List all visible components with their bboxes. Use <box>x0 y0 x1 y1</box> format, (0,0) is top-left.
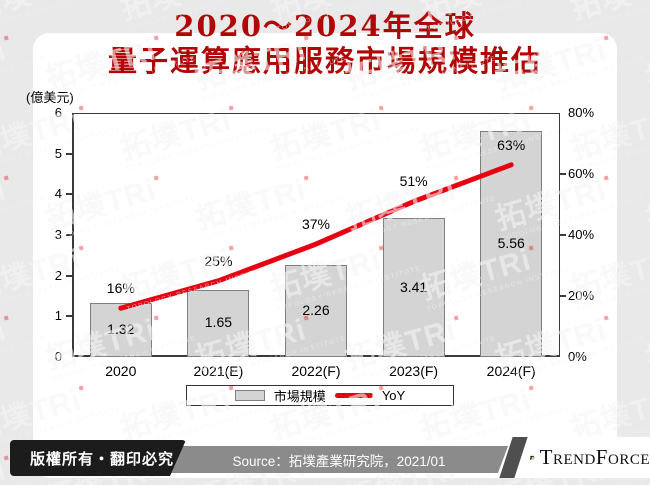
left-axis-tick-label: 3 <box>54 227 62 242</box>
yoy-value-label: 37% <box>301 216 331 233</box>
bar-value-label: 3.41 <box>399 278 428 295</box>
legend: 市場規模 YoY <box>186 385 454 406</box>
legend-line-label: YoY <box>381 388 406 403</box>
x-axis-label-2020: 2020 <box>105 363 137 379</box>
legend-bar-label: 市場規模 <box>273 389 326 404</box>
yoy-value-label: 25% <box>204 252 233 269</box>
x-axis-label-2022(F): 2022(F) <box>291 363 341 379</box>
left-axis-tick <box>66 152 72 155</box>
bar-value-label: 1.32 <box>107 321 135 338</box>
left-axis-tick <box>66 234 72 236</box>
x-axis-label-2021(E): 2021(E) <box>193 363 244 379</box>
yoy-value-label: 51% <box>399 173 428 190</box>
right-axis-tick-label: 40% <box>568 227 595 242</box>
right-axis-tick-label: 0% <box>568 349 587 364</box>
right-axis-tick-label: 60% <box>568 166 595 181</box>
yoy-value-label: 63% <box>497 136 526 153</box>
legend-line-swatch <box>334 393 373 398</box>
left-axis-tick-label: 5 <box>54 145 62 161</box>
legend-bar-swatch <box>234 390 265 401</box>
x-axis-label-2024(F): 2024(F) <box>486 363 536 379</box>
bar-value-label: 1.65 <box>204 314 233 331</box>
left-axis-tick-label: 4 <box>54 186 62 202</box>
yoy-value-label: 16% <box>106 280 135 297</box>
right-axis-tick-label: 20% <box>568 288 595 303</box>
bar-2020 <box>89 303 152 357</box>
title-line1: 2020～2024年全球 <box>174 9 476 43</box>
left-axis-tick-label: 0 <box>54 349 62 364</box>
left-axis-tick <box>66 315 72 318</box>
left-axis-tick-label: 2 <box>54 267 62 283</box>
left-axis-tick <box>66 193 72 196</box>
right-axis-tick <box>560 173 566 175</box>
right-axis-tick <box>560 295 566 297</box>
x-axis-label-2023(F): 2023(F) <box>389 363 439 379</box>
left-axis-tick-label: 1 <box>54 308 62 324</box>
left-axis-unit-label: (億美元) <box>26 90 74 105</box>
left-axis-tick-label: 6 <box>54 105 62 120</box>
title-line2: 量子運算應用服務市場規模推估 <box>107 44 542 78</box>
chart-title: 2020～2024年全球 量子運算應用服務市場規模推估 <box>0 9 650 79</box>
right-axis-tick-label: 80% <box>568 105 595 120</box>
right-axis-tick <box>560 234 566 236</box>
bar-value-label: 5.56 <box>497 234 525 251</box>
left-axis-tick <box>66 274 72 277</box>
bar-value-label: 2.26 <box>302 302 330 319</box>
